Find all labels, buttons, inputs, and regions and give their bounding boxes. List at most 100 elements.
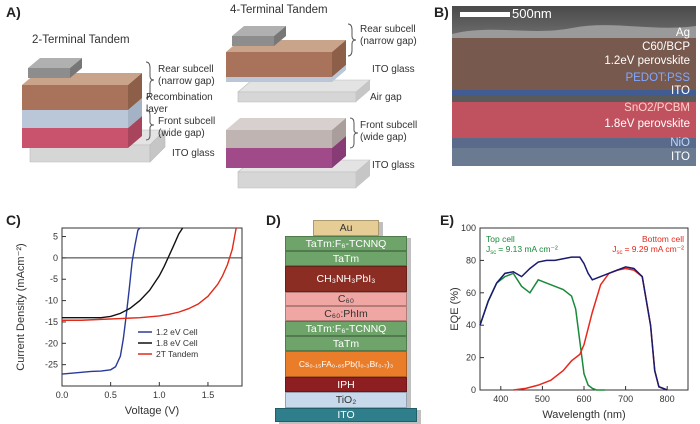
four-terminal-title: 4-Terminal Tandem (230, 4, 328, 16)
jv-chart: 0.0 0.5 1.0 1.5 5 0 -5 -10 -15 -20 -25 Voltage (V) C… (15, 227, 243, 417)
four-terminal-rear-line1: Rear subcell (360, 24, 416, 35)
stack-layer: C₆₀ (285, 292, 407, 306)
stack-layer: TiO₂ (285, 392, 407, 408)
jv-xtick-label: 1.5 (202, 390, 215, 400)
jv-series-line (61, 227, 141, 375)
sem-layer-nio: NiO (670, 137, 690, 149)
jv-series-line (62, 227, 184, 319)
panel-a-letter: A) (6, 4, 21, 20)
four-terminal-front-line1: Front subcell (360, 120, 418, 131)
eqe-series-line (479, 256, 668, 391)
sem-layer-ag: Ag (675, 27, 690, 39)
eqe-series-line (479, 272, 605, 391)
panel-c-letter: C) (6, 212, 21, 228)
four-terminal-air-gap: Air gap (370, 92, 402, 103)
two-terminal-ito: ITO glass (172, 148, 215, 159)
two-terminal-title: 2-Terminal Tandem (32, 34, 130, 46)
jv-xtick-label: 0.0 (56, 390, 69, 400)
stack-layer-label: TaTm (332, 337, 360, 350)
two-terminal-recomb-line2: layer (146, 104, 168, 115)
eqe-xtick-label: 400 (493, 394, 508, 404)
jv-ylabel: Current Density (mAcm⁻²) (15, 243, 27, 370)
eqe-chart: 400 500 600 700 800 0 20 40 60 80 100 Wavelength (n… (449, 223, 689, 421)
panel-a-diagram (22, 23, 371, 189)
stack-layer: IPH (285, 377, 407, 392)
panel-b-letter: B) (434, 4, 449, 20)
sem-layer-c60-bcp: C60/BCP (642, 41, 690, 53)
eqe-ytick-label: 40 (466, 320, 476, 330)
stack-layer: Cs₀.₁₅FA₀.₈₅Pb(I₀.₃Br₀.₇)₃ (285, 351, 407, 377)
eqe-ytick-label: 20 (466, 353, 476, 363)
stack-layer: C₆₀:PhIm (285, 306, 407, 321)
eqe-ytick-label: 0 (471, 385, 476, 395)
sem-layer-wide-perovskite: 1.8eV perovskite (604, 118, 690, 130)
sem-layer-ito-bottom: ITO (671, 151, 690, 163)
eqe-bottom-jsc-value: = 9.29 mA cm⁻² (624, 244, 684, 254)
eqe-ytick-label: 100 (461, 223, 476, 233)
device-stack: Au TaTm:F₆-TCNNQ TaTm CH₃NH₃PbI₃ C₆₀ C₆₀:PhIm… (270, 218, 440, 422)
four-terminal-rear-line2: (narrow gap) (360, 36, 417, 47)
jv-ytick-label: -20 (45, 338, 58, 348)
two-terminal-recomb-line1: Recombination (146, 92, 213, 103)
stack-layer-label: C₆₀ (337, 293, 355, 305)
two-terminal-front-line2: (wide gap) (158, 128, 205, 139)
eqe-xtick-label: 500 (535, 394, 550, 404)
stack-layer: CH₃NH₃PbI₃ (285, 266, 407, 292)
eqe-top-jsc: Jsc = 9.13 mA cm⁻² (486, 244, 558, 256)
eqe-bottom-jsc-symbol: J (612, 244, 616, 254)
stack-layer-label: CH₃NH₃PbI₃ (316, 273, 376, 285)
eqe-bottom-jsc: Jsc = 9.29 mA cm⁻² (612, 244, 684, 256)
jv-ytick-label: 5 (53, 232, 58, 242)
jv-ytick-label: -5 (50, 274, 58, 284)
eqe-ytick-label: 80 (466, 255, 476, 265)
four-terminal-ito-lower: ITO glass (372, 160, 415, 171)
jv-xlabel: Voltage (V) (125, 405, 179, 417)
sem-layer-pedot: PEDOT:PSS (625, 72, 690, 84)
eqe-xtick-label: 600 (576, 394, 591, 404)
four-terminal-lower (226, 118, 371, 189)
jv-legend-label: 2T Tandem (156, 349, 198, 359)
scale-bar-label: 500nm (512, 6, 552, 21)
jv-xtick-label: 0.5 (104, 390, 117, 400)
two-terminal-rear-line1: Rear subcell (158, 64, 214, 75)
stack-layer-label: TaTm:F₆-TCNNQ (305, 237, 387, 250)
jv-xtick-label: 1.0 (153, 390, 166, 400)
stack-layer: TaTm (285, 251, 407, 266)
sem-layer-narrow-perovskite: 1.2eV perovskite (604, 55, 690, 67)
jv-plot-frame (61, 227, 243, 387)
jv-legend-label: 1.2 eV Cell (156, 327, 198, 337)
stack-layer-label: C₆₀:PhIm (324, 307, 368, 320)
eqe-top-jsc-value: = 9.13 mA cm⁻² (498, 244, 558, 254)
stack-layer-label: ITO (337, 409, 355, 421)
four-terminal-ito-upper: ITO glass (372, 64, 415, 75)
jv-ytick-label: 0 (53, 253, 58, 263)
four-terminal-upper (226, 26, 371, 103)
jv-ytick-label: -15 (45, 317, 58, 327)
eqe-ytick-label: 60 (466, 288, 476, 298)
stack-layer-label: TiO₂ (335, 394, 357, 406)
stack-layer-label: TaTm (332, 252, 360, 265)
stack-layer: TaTm:F₆-TCNNQ (285, 236, 407, 251)
sem-layer-sno2: SnO2/PCBM (624, 102, 690, 114)
jv-ytick-label: -25 (45, 360, 58, 370)
eqe-xlabel: Wavelength (nm) (542, 409, 625, 421)
eqe-top-jsc-symbol: J (486, 244, 490, 254)
eqe-xtick-label: 800 (660, 394, 675, 404)
two-terminal-rear-line2: (narrow gap) (158, 76, 215, 87)
eqe-ylabel: EQE (%) (449, 287, 461, 330)
panel-d-letter: D) (266, 212, 281, 228)
jv-series-line (62, 227, 237, 321)
eqe-bottom-cell-label: Bottom cell (642, 234, 684, 244)
jv-ytick-label: -10 (45, 296, 58, 306)
stack-layer-label: TaTm:F₆-TCNNQ (305, 322, 387, 335)
sem-layer-ito-mid: ITO (671, 85, 690, 97)
jv-legend-label: 1.8 eV Cell (156, 338, 198, 348)
sem-image: 500nm Ag C60/BCP 1.2eV perovskite PEDOT:… (452, 6, 696, 166)
eqe-bottom-jsc-sub: sc (616, 250, 622, 256)
stack-layer-label: Au (339, 222, 353, 234)
eqe-top-cell-label: Top cell (486, 234, 515, 244)
stack-layer: TaTm:F₆-TCNNQ (285, 321, 407, 336)
stack-layer-label: Cs₀.₁₅FA₀.₈₅Pb(I₀.₃Br₀.₇)₃ (298, 359, 394, 369)
eqe-xtick-label: 700 (618, 394, 633, 404)
panel-e-letter: E) (440, 212, 454, 228)
